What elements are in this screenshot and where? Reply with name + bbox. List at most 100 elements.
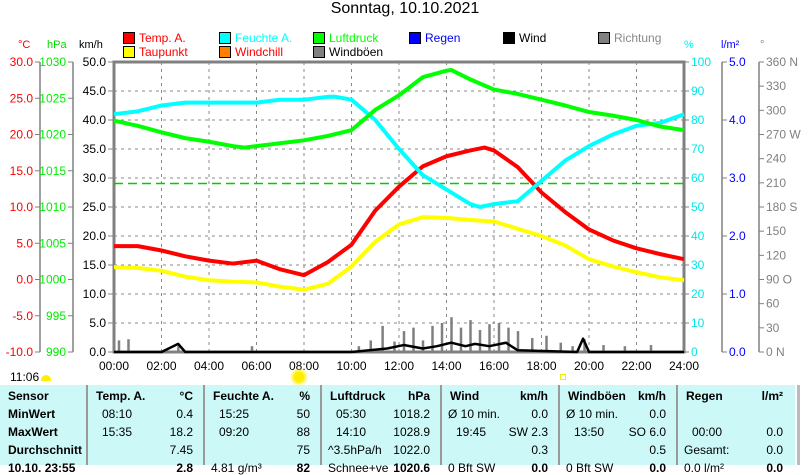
gust-bar: [583, 339, 586, 352]
cell-value: 0.0: [766, 425, 783, 439]
sunrise-icon: [41, 375, 51, 381]
legend-label: Windböen: [329, 45, 384, 59]
gust-bar: [369, 340, 372, 352]
row-header: Sensor: [8, 389, 49, 403]
gust-bar: [559, 342, 562, 352]
unit-wind: km/h: [79, 39, 103, 51]
legend-item: Temp. A.: [123, 31, 186, 45]
tick-label-direction: 270 W: [766, 128, 801, 142]
sun-icon: [294, 372, 304, 382]
tick-label-humidity: 10: [691, 316, 705, 330]
tick-label-rain: 4.0: [729, 113, 746, 127]
cell-value: 0.0: [766, 443, 783, 457]
gust-bar: [602, 345, 605, 352]
chart-title: Sonntag, 10.10.2021: [330, 0, 480, 17]
cell-time: 15:25: [219, 407, 250, 421]
tick-label-humidity: 60: [691, 171, 705, 185]
legend-item: Feuchte A.: [219, 31, 292, 45]
gust-bar: [177, 346, 180, 352]
cell-value: 0.0: [649, 461, 666, 475]
gust-bar: [440, 323, 444, 352]
series-temp-a: [114, 145, 685, 278]
column-title: Windböen: [568, 389, 626, 403]
column-divider: [676, 385, 678, 465]
tick-label-direction: 60: [766, 297, 780, 311]
cell-time: 05:30: [336, 407, 367, 421]
cell-value: 0.4: [176, 407, 193, 421]
x-tick-label: 04:00: [194, 359, 224, 373]
legend-swatch: [123, 46, 135, 58]
gust-bar: [545, 335, 548, 352]
cell-value: 0.5: [649, 443, 666, 457]
gust-bar: [497, 323, 501, 352]
legend-item: Luftdruck: [313, 31, 378, 45]
tick-label-rain: 1.0: [729, 287, 746, 301]
legend-swatch: [503, 32, 515, 44]
legend-swatch: [313, 32, 325, 44]
unit-rain: l/m²: [721, 39, 740, 51]
cell-value: 2.8: [176, 461, 193, 475]
legend-label: Feuchte A.: [235, 31, 293, 45]
tick-label-wind: 40.0: [83, 113, 107, 127]
x-tick-label: 14:00: [431, 359, 461, 373]
unit-temp: °C: [18, 39, 31, 51]
tick-label-humidity: 90: [691, 84, 705, 98]
legend-label: Taupunkt: [139, 45, 188, 59]
legend-swatch: [598, 32, 610, 44]
tick-label-temp: 25.0: [10, 91, 34, 105]
cell-value: 0.0: [649, 407, 666, 421]
gust-bar: [450, 317, 453, 352]
gust-bar: [250, 346, 254, 352]
side-panel-edge: [797, 385, 810, 465]
cell-value: 1022.0: [393, 443, 430, 457]
row-header: Durchschnitt: [8, 443, 83, 457]
legend-item: Windchill: [219, 45, 283, 59]
tick-label-wind: 25.0: [83, 200, 107, 214]
tick-label-rain: 3.0: [729, 171, 746, 185]
x-tick-label: 24:00: [669, 359, 699, 373]
tick-label-wind: 45.0: [83, 84, 107, 98]
row-header: 10.10. 23:55: [8, 461, 76, 475]
series-taupunkt: [113, 215, 685, 292]
cell-value: 0.0: [766, 461, 783, 475]
legend-item: Taupunkt: [123, 45, 188, 59]
tick-label-temp: -10.0: [6, 345, 34, 359]
tick-label-pressure: 1000: [39, 273, 66, 287]
x-tick-label: 02:00: [146, 359, 176, 373]
x-tick-label: 06:00: [241, 359, 271, 373]
x-tick-label: 16:00: [479, 359, 509, 373]
tick-label-direction: 120: [766, 248, 786, 262]
legend-item: Windböen: [313, 45, 383, 59]
tick-label-wind: 5.0: [89, 316, 106, 330]
x-tick-label: 00:00: [99, 359, 129, 373]
tick-label-pressure: 1015: [39, 164, 66, 178]
tick-label-humidity: 0: [691, 345, 698, 359]
cell-time: 08:10: [102, 407, 133, 421]
legend-swatch: [219, 46, 231, 58]
x-tick-label: 12:00: [384, 359, 414, 373]
legend-label: Luftdruck: [329, 31, 379, 45]
legend-label: Regen: [425, 31, 461, 45]
tick-label-wind: 0.0: [89, 345, 106, 359]
tick-label-wind: 10.0: [83, 287, 107, 301]
tick-label-direction: 210: [766, 176, 786, 190]
tick-label-direction: 330: [766, 79, 786, 93]
cell-time: 09:20: [219, 425, 250, 439]
gust-bar: [421, 340, 425, 352]
legend-label: Wind: [519, 31, 547, 45]
series-wind: [114, 337, 684, 354]
cell-value: 0.3: [531, 443, 548, 457]
column-unit: hPa: [407, 389, 430, 403]
unit-pressure: hPa: [47, 39, 67, 51]
column-title: Regen: [686, 389, 723, 403]
column-divider: [558, 385, 560, 465]
legend-swatch: [219, 32, 231, 44]
legend-item: Regen: [409, 31, 460, 45]
gust-bar: [488, 324, 491, 352]
weather-chart: 30.025.020.015.010.05.00.0-5.0-10.010301…: [6, 55, 802, 373]
gust-bar: [381, 325, 384, 352]
gust-bar: [623, 346, 627, 352]
tick-label-pressure: 1025: [39, 91, 66, 105]
cell-time: 00:00: [692, 425, 723, 439]
column-unit: km/h: [637, 389, 666, 403]
